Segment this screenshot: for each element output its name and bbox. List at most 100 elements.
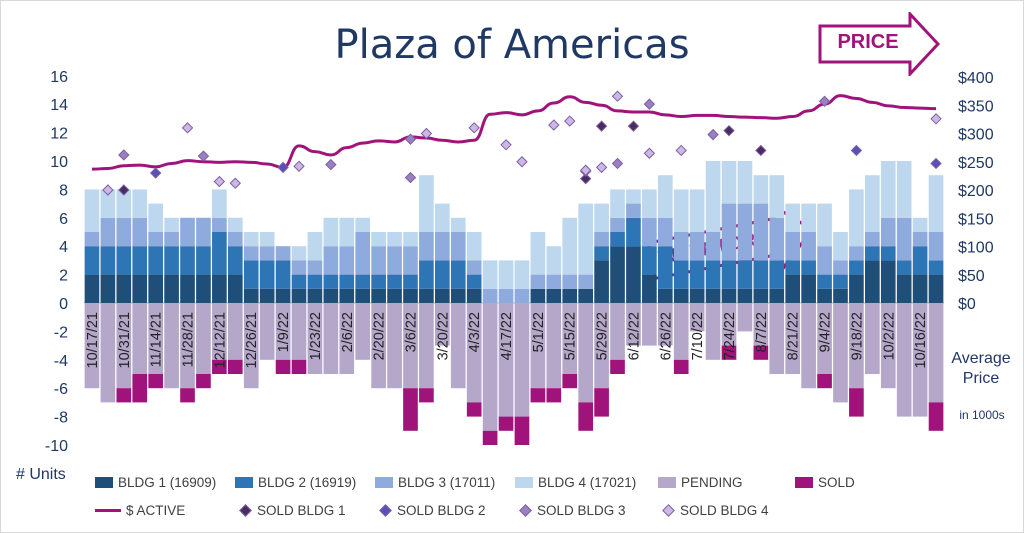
left-tick-label: 16	[50, 69, 68, 86]
bar-bldg4	[642, 189, 657, 218]
date-tick-label: 12/26/21	[244, 312, 260, 368]
bar-bldg1	[594, 260, 609, 303]
bar-bldg4	[689, 189, 705, 232]
date-tick-label: 1/23/22	[308, 312, 324, 360]
bar-bldg2	[817, 274, 832, 289]
right-tick-label: $50	[958, 268, 985, 285]
bar-pending	[562, 303, 578, 374]
bar-sold	[180, 388, 195, 403]
price-arrow-label: PRICE	[837, 31, 899, 53]
bar-sold	[466, 402, 482, 417]
date-tick-label: 8/7/22	[754, 312, 770, 352]
bar-bldg3	[466, 260, 482, 275]
bar-bldg2	[450, 260, 466, 289]
bar-bldg2	[610, 232, 625, 247]
left-tick-label: -8	[54, 410, 68, 427]
bar-bldg4	[753, 175, 769, 204]
legend-label: BLDG 1 (16909)	[118, 474, 217, 490]
sold-bldg-4-marker	[102, 184, 114, 196]
bar-bldg1	[291, 288, 307, 303]
bar-bldg3	[530, 274, 546, 289]
sold-bldg-4-marker	[675, 144, 687, 157]
bar-bldg1	[769, 288, 785, 303]
legend-item-sold-bldg-2: SOLD BLDG 2	[375, 501, 486, 519]
bar-bldg1	[355, 288, 371, 303]
bar-bldg4	[594, 203, 609, 232]
bar-bldg1	[865, 260, 880, 303]
bar-pending	[578, 303, 593, 403]
bar-bldg3	[307, 260, 323, 275]
legend-swatch	[795, 476, 813, 488]
left-tick-label: 4	[59, 239, 68, 256]
date-tick-label: 8/21/22	[786, 312, 802, 360]
date-tick-label: 12/12/21	[212, 312, 228, 368]
bar-bldg3	[705, 232, 721, 261]
bar-bldg1	[833, 288, 848, 303]
bar-bldg4	[817, 203, 832, 247]
bar-bldg1	[116, 274, 132, 303]
bar-bldg3	[546, 274, 562, 289]
bar-bldg1	[785, 274, 801, 303]
bar-bldg3	[689, 232, 705, 261]
bar-pending	[673, 303, 689, 360]
bar-bldg1	[450, 288, 466, 303]
bar-bldg4	[355, 217, 371, 232]
bar-bldg1	[562, 288, 578, 303]
bar-bldg2	[928, 260, 944, 275]
legend-item-sold-bldg-3: SOLD BLDG 3	[515, 501, 626, 519]
bar-sold	[275, 359, 291, 374]
bar-bldg2	[84, 246, 100, 275]
bar-bldg4	[339, 217, 355, 247]
bar-bldg3	[259, 246, 275, 261]
bar-sold	[291, 359, 307, 374]
bar-bldg2	[323, 274, 339, 289]
bar-bldg1	[132, 274, 148, 303]
bar-pending	[530, 303, 546, 389]
left-tick-label: 8	[59, 182, 68, 199]
date-tick-label: 2/6/22	[340, 312, 356, 352]
bar-pending	[196, 303, 211, 374]
sold-bldg-4-marker	[579, 164, 592, 176]
bar-bldg3	[180, 217, 195, 247]
bar-bldg2	[196, 246, 211, 275]
bar-sold	[594, 388, 609, 417]
sold-bldg-3-marker	[404, 171, 417, 184]
left-axis-ticks: -10 -8 -6 -4 -2 0 2 4 6 8 10 12 14 16	[45, 69, 68, 455]
bar-bldg2	[435, 260, 450, 289]
bar-sold	[546, 388, 562, 403]
bar-bldg2	[355, 274, 371, 289]
bar-pending	[689, 303, 705, 332]
bar-sold	[196, 374, 211, 389]
left-tick-label: -6	[54, 381, 68, 398]
bar-bldg2	[785, 260, 801, 275]
bar-bldg1	[323, 288, 339, 303]
left-tick-label: 6	[59, 211, 68, 228]
right-tick-label: $0	[958, 296, 976, 313]
bar-pending	[243, 303, 259, 389]
date-tick-label: 7/24/22	[722, 312, 738, 360]
bar-bldg4	[657, 175, 673, 218]
bar-bldg4	[132, 189, 148, 218]
bar-pending	[769, 303, 785, 374]
bar-pending	[307, 303, 323, 374]
bar-bldg1	[657, 288, 673, 303]
bar-bldg2	[594, 246, 609, 261]
bar-bldg4	[435, 203, 450, 232]
bar-bldg4	[148, 203, 163, 232]
diamond-icon	[662, 503, 675, 517]
bar-bldg1	[307, 288, 323, 303]
bar-bldg4	[387, 232, 402, 247]
sold-bldg-4-marker	[564, 115, 576, 127]
bar-bldg4	[833, 232, 848, 261]
date-tick-label: 10/16/22	[913, 312, 929, 368]
bar-bldg2	[912, 246, 928, 275]
legend-swatch	[658, 476, 676, 488]
bar-pending	[482, 303, 498, 431]
bar-bldg3	[132, 217, 148, 247]
bar-bldg2	[180, 246, 195, 275]
bar-sold	[227, 359, 243, 374]
bar-bldg3	[291, 260, 307, 275]
bar-bldg3	[498, 288, 514, 303]
left-tick-label: -2	[54, 324, 68, 341]
bar-bldg4	[546, 246, 562, 275]
